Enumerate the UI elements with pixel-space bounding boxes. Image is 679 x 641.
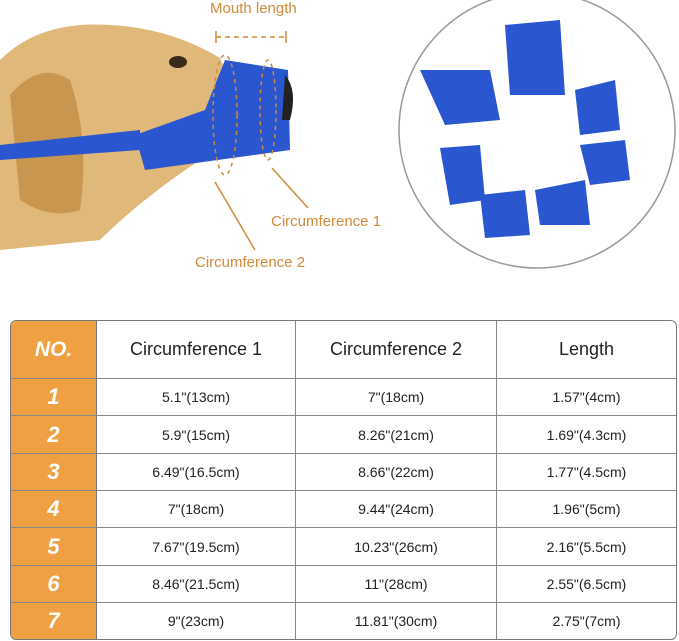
length-value: 2.16"(5.5cm) — [497, 528, 676, 566]
header-length: Length — [497, 321, 676, 380]
circumference-2-value: 8.66"(22cm) — [296, 453, 497, 492]
table-row: 5 7.67"(19.5cm) 10.23"(26cm) 2.16"(5.5cm) — [11, 528, 676, 566]
circumference-1-value: 5.9"(15cm) — [97, 416, 296, 454]
size-number: 6 — [11, 565, 97, 604]
length-value: 1.77"(4.5cm) — [497, 454, 676, 492]
length-value: 1.96"(5cm) — [497, 491, 676, 529]
size-chart-table: NO. Circumference 1 Circumference 2 Leng… — [10, 320, 677, 640]
circumference-1-value: 8.46"(21.5cm) — [97, 565, 296, 604]
circumference-2-value: 11"(28cm) — [296, 565, 497, 604]
size-number: 4 — [11, 491, 97, 529]
circumference-2-value: 10.23"(26cm) — [296, 528, 497, 566]
table-row: 6 8.46"(21.5cm) 11"(28cm) 2.55"(6.5cm) — [11, 565, 676, 604]
circumference-1-label: Circumference 1 — [271, 213, 382, 230]
length-value: 1.69"(4.3cm) — [497, 416, 676, 454]
mouth-length-label: Mouth length — [210, 0, 297, 17]
header-circumference-1: Circumference 1 — [97, 321, 296, 380]
circumference-1-value: 9"(23cm) — [97, 603, 296, 639]
size-number: 3 — [11, 453, 97, 492]
circumference-1-value: 5.1"(13cm) — [97, 379, 296, 417]
circumference-2-value: 8.26"(21cm) — [296, 416, 497, 454]
header-no: NO. — [11, 321, 97, 380]
size-number: 1 — [11, 379, 97, 417]
muzzle-sizes-circle-image — [398, 0, 676, 269]
table-row: 4 7"(18cm) 9.44"(24cm) 1.96"(5cm) — [11, 491, 676, 529]
length-value: 1.57"(4cm) — [497, 379, 676, 417]
circumference-2-value: 7"(18cm) — [296, 379, 497, 417]
table-header-row: NO. Circumference 1 Circumference 2 Leng… — [11, 321, 676, 380]
table-row: 7 9"(23cm) 11.81"(30cm) 2.75"(7cm) — [11, 603, 676, 639]
size-number: 2 — [11, 416, 97, 454]
size-number: 5 — [11, 528, 97, 566]
length-value: 2.75"(7cm) — [552, 613, 621, 630]
circumference-2-label: Circumference 2 — [195, 254, 306, 271]
header-circumference-2: Circumference 2 — [296, 321, 497, 380]
dog-with-muzzle-image — [0, 24, 294, 250]
size-number: 7 — [11, 603, 97, 639]
product-illustration — [0, 0, 676, 269]
table-row: 2 5.9"(15cm) 8.26"(21cm) 1.69"(4.3cm) — [11, 416, 676, 454]
circumference-1-value: 7.67"(19.5cm) — [97, 528, 296, 566]
circumference-2-value: 11.81"(30cm) — [296, 603, 497, 639]
measurement-guides — [212, 31, 309, 251]
table-row: 1 5.1"(13cm) 7"(18cm) 1.57"(4cm) — [11, 379, 676, 417]
circumference-2-value: 9.44"(24cm) — [296, 491, 497, 529]
table-row: 3 6.49"(16.5cm) 8.66"(22cm) 1.77"(4.5cm) — [11, 453, 676, 492]
circumference-1-value: 6.49"(16.5cm) — [97, 453, 296, 492]
circumference-1-value: 7"(18cm) — [97, 491, 296, 529]
length-value: 2.55"(6.5cm) — [497, 566, 676, 604]
